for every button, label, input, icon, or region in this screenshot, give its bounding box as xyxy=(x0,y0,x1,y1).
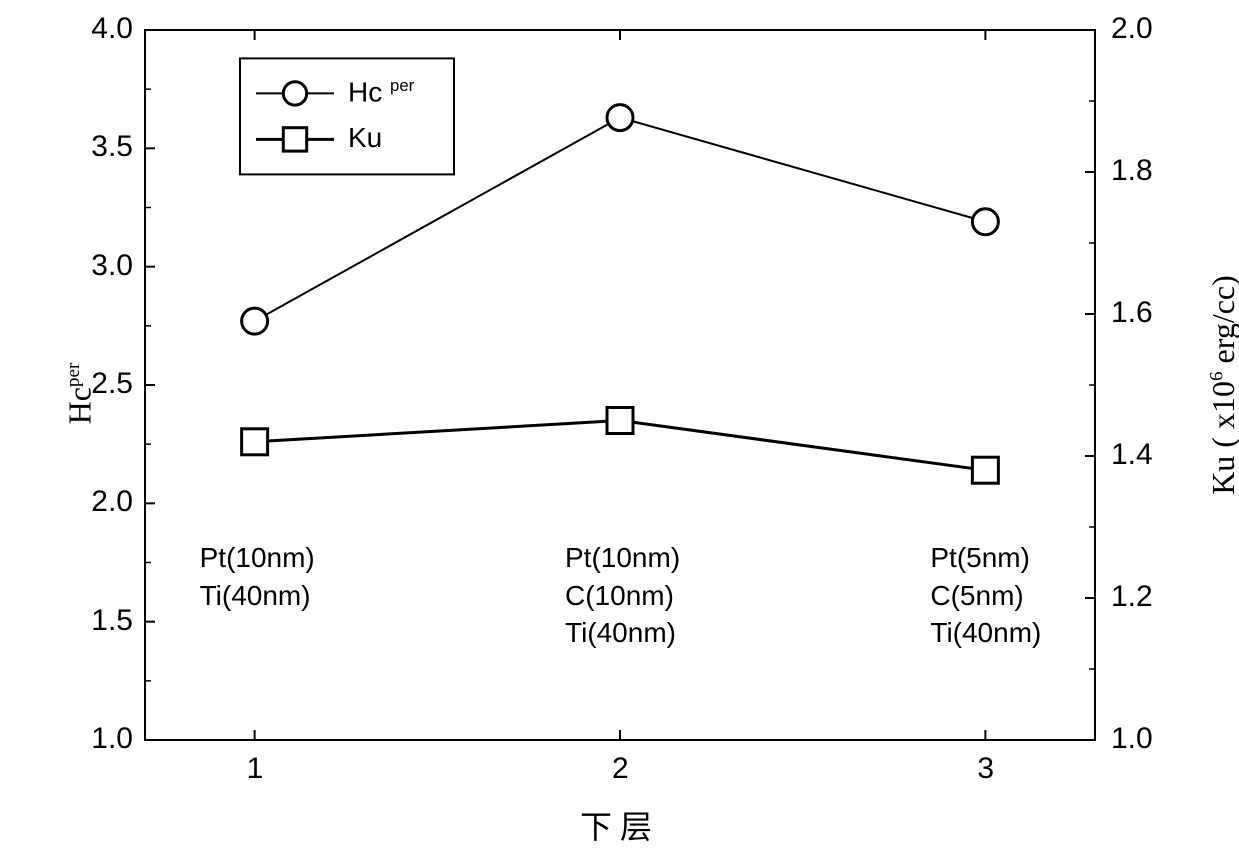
series-annotation: Pt(10nm)Ti(40nm) xyxy=(200,539,315,615)
series-annotation: Pt(5nm)C(5nm)Ti(40nm) xyxy=(930,539,1041,652)
y-left-tick-label: 2.0 xyxy=(91,485,133,519)
chart-svg xyxy=(0,0,1239,858)
y-right-tick-label: 1.4 xyxy=(1111,438,1153,472)
x-axis-label: 下 层 xyxy=(580,802,652,848)
y-axis-right-label: Ku ( x106 erg/cc) xyxy=(1205,255,1239,515)
y-left-tick-label: 2.5 xyxy=(91,367,133,401)
series-annotation: Pt(10nm)C(10nm)Ti(40nm) xyxy=(565,539,680,652)
y-right-tick-label: 1.2 xyxy=(1111,580,1153,614)
y-right-tick-label: 1.6 xyxy=(1111,296,1153,330)
y-right-tick-label: 1.8 xyxy=(1111,154,1153,188)
x-tick-label: 1 xyxy=(247,752,264,786)
legend-entry-label: Hc per xyxy=(348,76,414,108)
y-left-tick-label: 3.0 xyxy=(91,249,133,283)
y-right-tick-label: 1.0 xyxy=(1111,722,1153,756)
y-left-tick-label: 1.5 xyxy=(91,604,133,638)
y-right-tick-label: 2.0 xyxy=(1111,12,1153,46)
x-tick-label: 2 xyxy=(612,752,629,786)
y-left-tick-label: 3.5 xyxy=(91,130,133,164)
chart-container: Hcper Ku ( x106 erg/cc) 下 层 1.01.52.02.5… xyxy=(0,0,1239,858)
x-tick-label: 3 xyxy=(977,752,994,786)
y-left-tick-label: 4.0 xyxy=(91,12,133,46)
y-left-tick-label: 1.0 xyxy=(91,722,133,756)
legend-entry-label: Ku xyxy=(348,122,382,154)
